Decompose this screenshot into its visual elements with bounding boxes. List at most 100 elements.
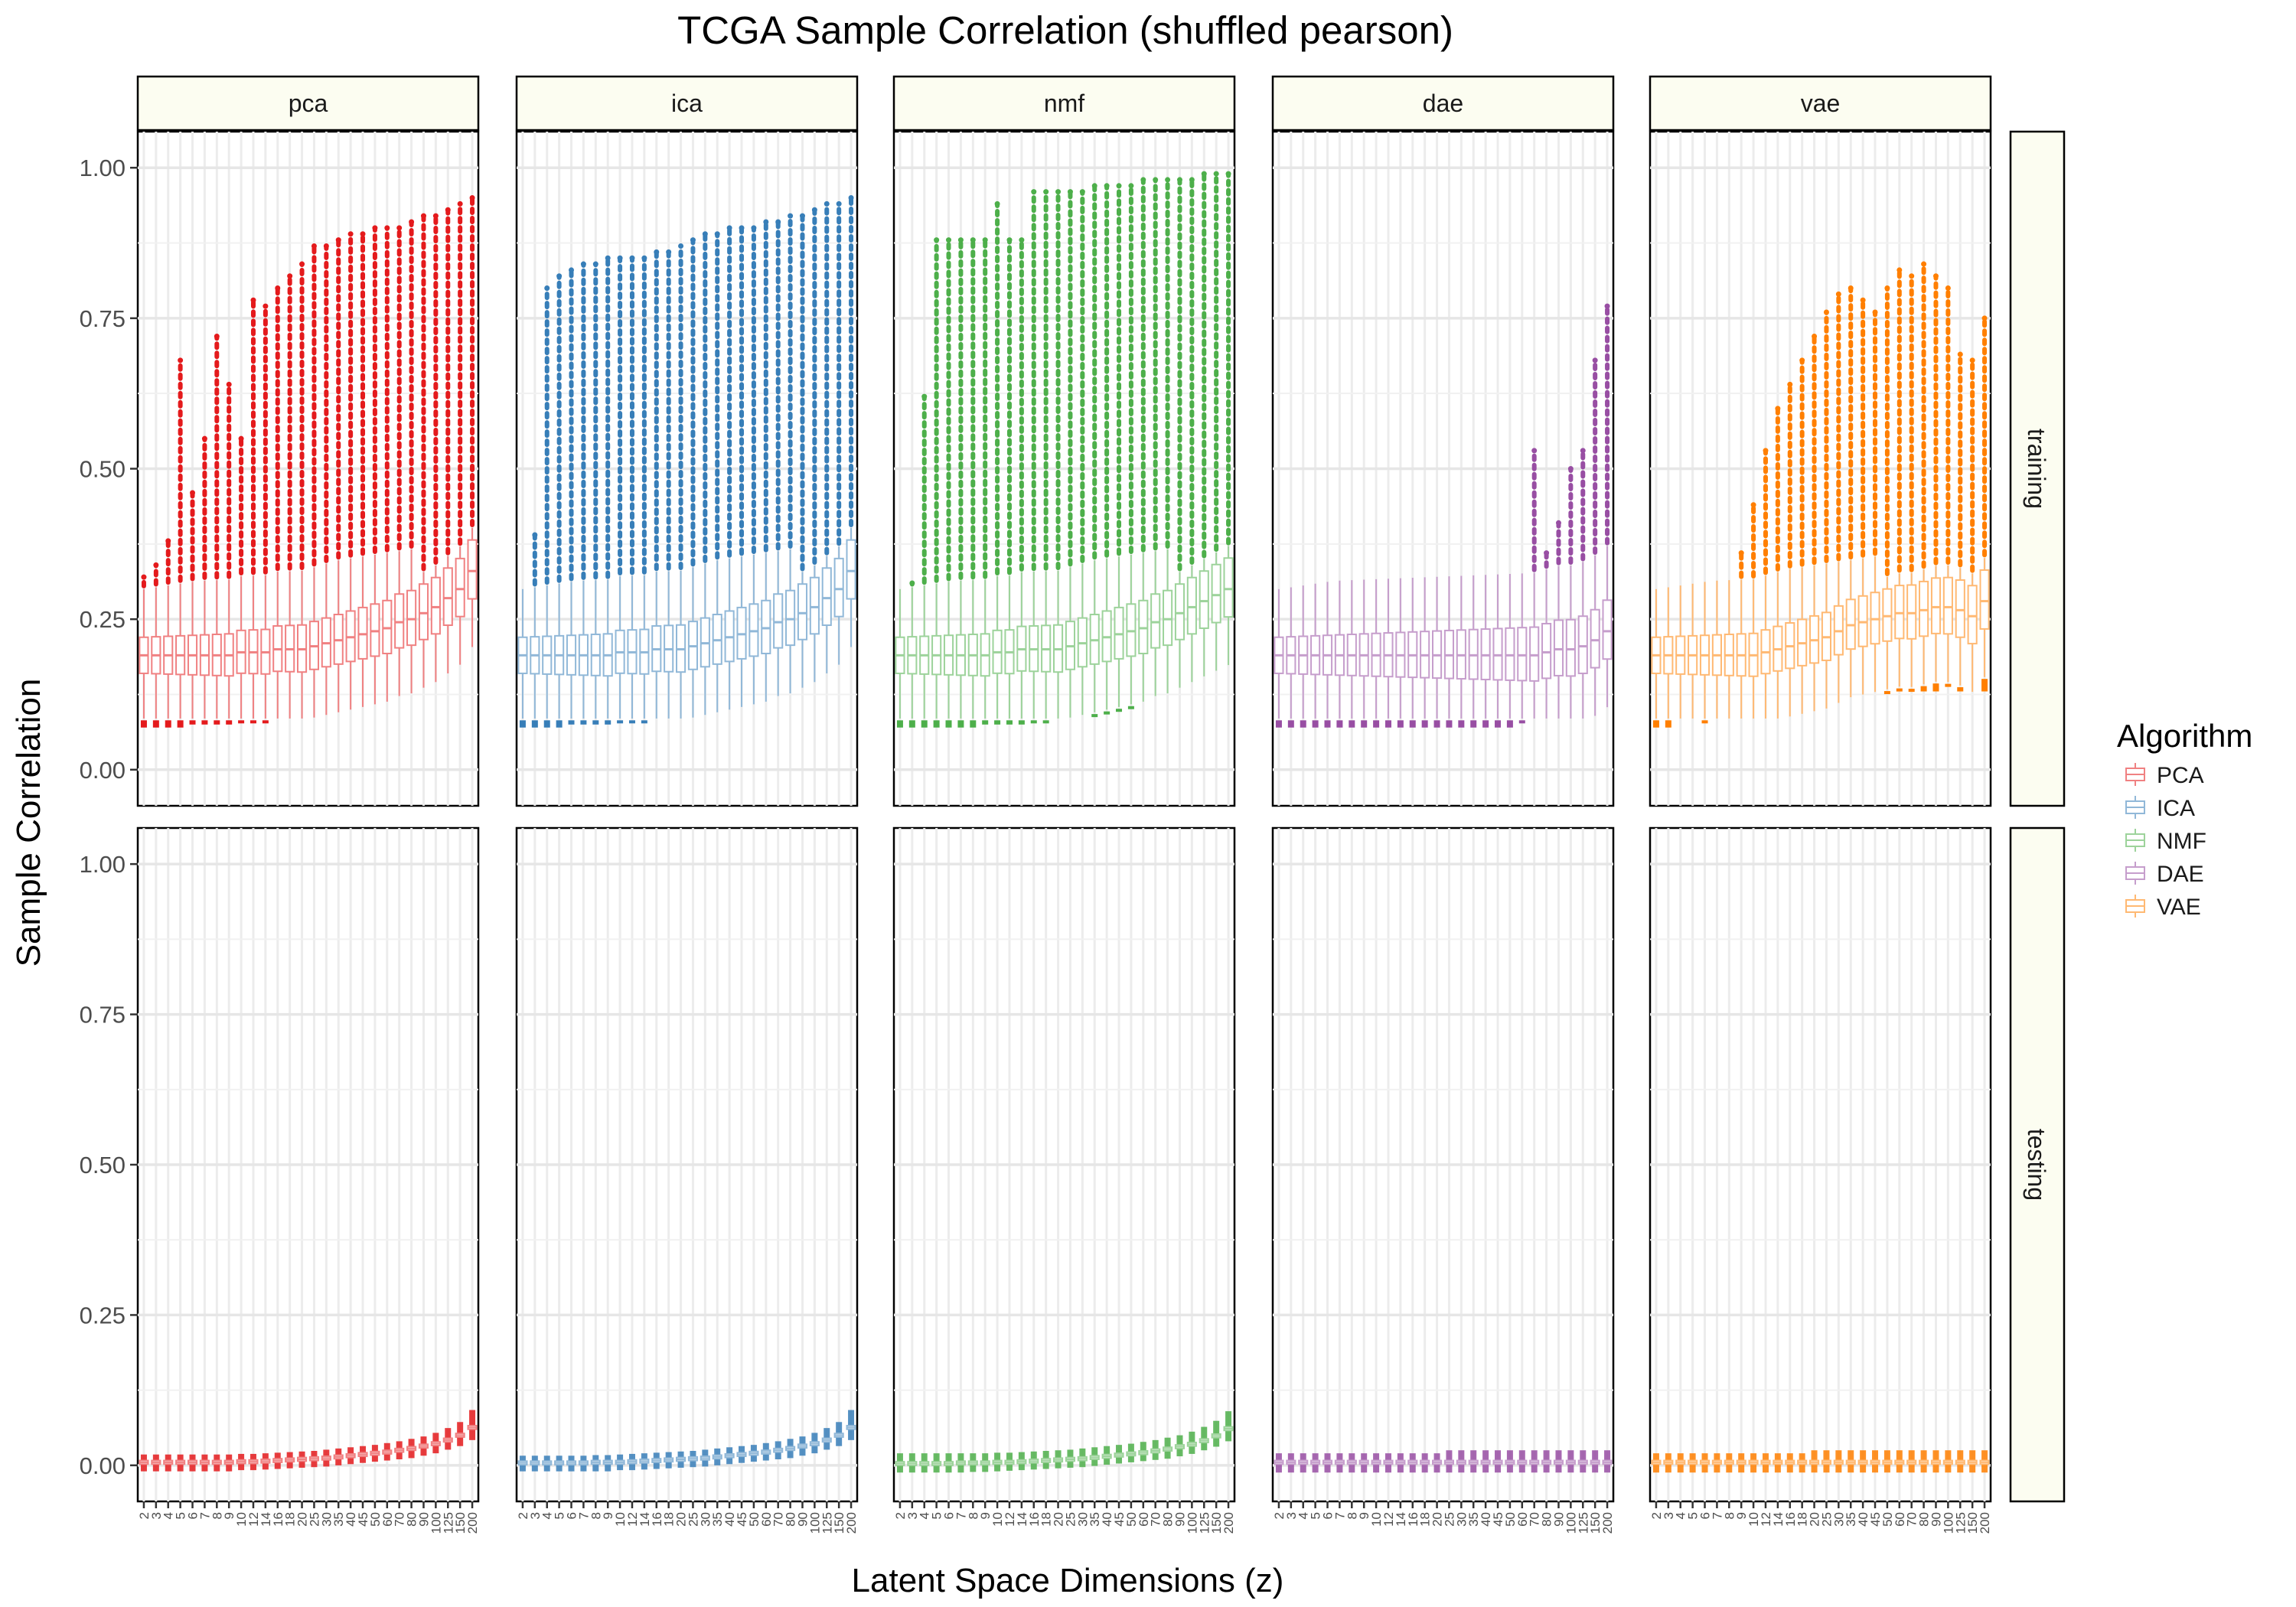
- x-tick-label: 35: [710, 1512, 725, 1527]
- outlier-column-low: [165, 720, 171, 728]
- box-dae-training-18: [1420, 577, 1430, 728]
- box-iqr: [1942, 576, 1953, 635]
- outlier-point-max: [1981, 315, 1988, 321]
- box-nmf-training-9: [980, 237, 990, 725]
- outlier-point-max: [934, 237, 940, 243]
- box-dae-testing-150: [1590, 1450, 1600, 1473]
- x-tick-label: 35: [1844, 1512, 1858, 1527]
- x-tick-label: 125: [820, 1512, 834, 1534]
- outlier-point-max: [141, 574, 147, 580]
- outlier-point-max: [1043, 189, 1049, 195]
- box-ica-training-45: [736, 225, 747, 707]
- outlier-point-max: [1104, 183, 1110, 189]
- box-ica-testing-8: [590, 1455, 601, 1472]
- x-tick-label: 125: [1576, 1512, 1590, 1534]
- box-dae-testing-14: [1395, 1453, 1406, 1473]
- box-ica-testing-2: [517, 1455, 528, 1472]
- outlier-point-max: [1787, 381, 1793, 387]
- box-ica-testing-16: [651, 1452, 662, 1469]
- box-ica-testing-150: [833, 1422, 844, 1446]
- legend-title: Algorithm: [2117, 718, 2252, 754]
- box-nmf-testing-3: [907, 1453, 918, 1473]
- x-tick-label: 8: [966, 1512, 980, 1519]
- box-iqr: [1919, 580, 1929, 637]
- y-tick-label: 1.00: [80, 851, 126, 878]
- facet-strip-label: dae: [1423, 90, 1463, 117]
- box-nmf-testing-10: [992, 1452, 1003, 1472]
- x-tick-label: 90: [795, 1512, 810, 1527]
- box-vae-testing-90: [1930, 1450, 1942, 1473]
- y-tick-label: 0.00: [80, 1452, 126, 1479]
- box-iqr: [1517, 627, 1528, 682]
- box-dae-training-60: [1517, 573, 1528, 724]
- outlier-point-max: [823, 200, 830, 207]
- legend-label: VAE: [2157, 895, 2201, 920]
- box-ica-training-60: [761, 219, 771, 702]
- x-tick-label: 20: [1808, 1512, 1822, 1527]
- box-ica-training-18: [664, 249, 674, 719]
- box-ica-testing-60: [761, 1442, 771, 1461]
- box-nmf-training-7: [955, 237, 966, 728]
- x-tick-label: 70: [1528, 1512, 1542, 1527]
- box-vae-training-12: [1760, 448, 1771, 719]
- box-iqr: [467, 539, 478, 600]
- outlier-point-max: [605, 255, 611, 261]
- x-tick-label: 4: [1674, 1512, 1688, 1519]
- box-vae-training-6: [1699, 582, 1711, 724]
- box-dae-testing-40: [1480, 1450, 1491, 1473]
- outlier-point-max: [201, 435, 207, 442]
- box-pca-testing-14: [260, 1453, 271, 1470]
- box-pca-testing-60: [382, 1442, 393, 1461]
- outlier-point-max: [165, 538, 171, 544]
- box-iqr: [382, 599, 393, 654]
- box-dae-testing-35: [1468, 1450, 1479, 1473]
- x-tick-label: 90: [1551, 1512, 1566, 1527]
- box-vae-testing-8: [1724, 1453, 1734, 1473]
- outlier-point-max: [323, 243, 329, 249]
- y-tick-label: 1.00: [80, 155, 126, 181]
- box-vae-testing-30: [1833, 1450, 1844, 1473]
- x-tick-label: 100: [429, 1512, 443, 1534]
- box-vae-testing-80: [1919, 1450, 1929, 1473]
- box-nmf-testing-30: [1077, 1448, 1088, 1468]
- box-ica-training-50: [748, 225, 759, 705]
- outlier-point-max: [946, 237, 952, 243]
- box-nmf-testing-4: [919, 1453, 930, 1473]
- box-pca-testing-10: [236, 1453, 246, 1471]
- outlier-column-low: [957, 720, 964, 728]
- box-nmf-training-5: [931, 237, 942, 728]
- legend-label: PCA: [2157, 763, 2204, 788]
- outlier-point-max: [1067, 189, 1073, 195]
- box-nmf-testing-90: [1174, 1435, 1186, 1457]
- outlier-point-max: [678, 243, 684, 249]
- x-tick-label: 12: [1381, 1512, 1396, 1527]
- x-tick-label: 40: [1479, 1512, 1493, 1527]
- outlier-point-max: [994, 200, 1000, 207]
- x-tick-label: 80: [1161, 1512, 1176, 1527]
- outlier-point-max: [714, 231, 720, 237]
- box-ica-training-20: [675, 243, 687, 719]
- outlier-point-max: [372, 225, 378, 231]
- box-ica-training-2: [517, 588, 528, 728]
- outlier-point-max: [690, 237, 696, 243]
- box-dae-testing-30: [1456, 1450, 1466, 1473]
- box-pca-testing-80: [406, 1439, 417, 1459]
- outlier-point-max: [836, 200, 842, 207]
- x-tick-label: 2: [1272, 1512, 1287, 1519]
- outlier-point-max: [1567, 466, 1574, 471]
- outlier-column-low: [605, 720, 612, 725]
- box-ica-training-125: [821, 200, 832, 673]
- box-dae-testing-4: [1298, 1453, 1309, 1473]
- box-ica-testing-10: [615, 1454, 625, 1471]
- y-tick-label: 0.25: [80, 1302, 126, 1328]
- box-dae-training-35: [1468, 575, 1479, 728]
- x-tick-label: 100: [1185, 1512, 1199, 1534]
- outlier-point-max: [763, 219, 769, 225]
- box-vae-testing-9: [1736, 1453, 1746, 1473]
- box-ica-testing-5: [554, 1455, 565, 1472]
- box-nmf-testing-14: [1016, 1452, 1027, 1471]
- outlier-point-max: [1592, 357, 1598, 363]
- box-dae-training-80: [1541, 550, 1552, 719]
- x-tick-label: 9: [1734, 1512, 1749, 1519]
- x-tick-label: 45: [1112, 1512, 1127, 1527]
